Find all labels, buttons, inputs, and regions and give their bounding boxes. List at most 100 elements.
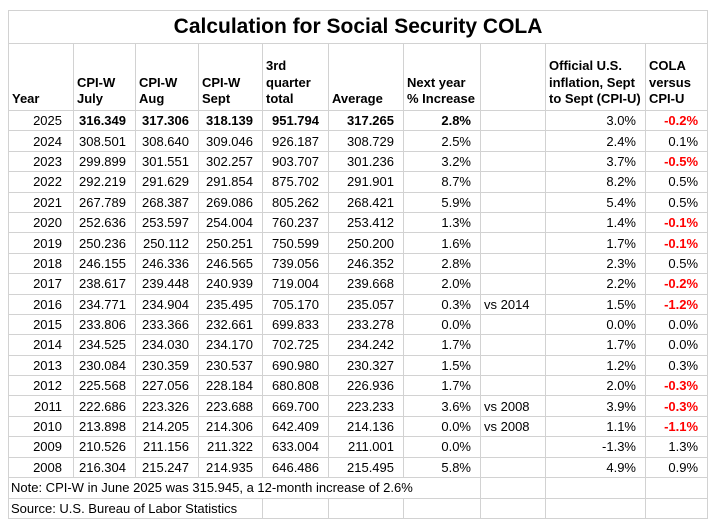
cell-cpiw-aug[interactable]: 253.597 xyxy=(135,211,199,234)
cell-average[interactable]: 214.136 xyxy=(328,415,404,438)
empty-cell[interactable] xyxy=(545,497,646,520)
cell-average[interactable]: 246.352 xyxy=(328,252,404,275)
cell-next-year-increase[interactable]: 1.7% xyxy=(403,334,481,356)
cell-year[interactable]: 2011 xyxy=(8,395,74,417)
col-header-q3-total[interactable]: 3rd quarter total xyxy=(262,43,329,111)
cell-cpiu-inflation[interactable]: 5.4% xyxy=(545,191,646,213)
cell-q3-total[interactable]: 750.599 xyxy=(262,232,329,254)
col-header-cola-vs-cpiu[interactable]: COLA versus CPI-U xyxy=(644,43,709,111)
cell-cpiw-july[interactable]: 252.636 xyxy=(73,211,136,234)
cell-vs-note[interactable] xyxy=(480,191,546,213)
cell-vs-note[interactable] xyxy=(480,109,546,132)
cell-q3-total[interactable]: 642.409 xyxy=(262,415,329,438)
cell-q3-total[interactable]: 680.808 xyxy=(262,375,329,397)
cell-year[interactable]: 2017 xyxy=(8,273,74,295)
cell-average[interactable]: 235.057 xyxy=(328,293,404,315)
cell-year[interactable]: 2009 xyxy=(8,436,74,458)
cell-cola-vs-cpiu[interactable]: -1.2% xyxy=(644,293,709,315)
empty-cell[interactable] xyxy=(644,477,709,499)
cell-vs-note[interactable] xyxy=(480,313,546,336)
cell-q3-total[interactable]: 633.004 xyxy=(262,436,329,458)
cell-q3-total[interactable]: 690.980 xyxy=(262,354,329,377)
empty-cell[interactable] xyxy=(480,497,546,520)
cell-vs-note[interactable] xyxy=(480,375,546,397)
empty-cell[interactable] xyxy=(403,497,481,520)
cell-cpiw-aug[interactable]: 227.056 xyxy=(135,375,199,397)
cell-cpiw-july[interactable]: 230.084 xyxy=(73,354,136,377)
cell-q3-total[interactable]: 805.262 xyxy=(262,191,329,213)
cell-cpiw-sept[interactable]: 228.184 xyxy=(198,375,263,397)
cell-q3-total[interactable]: 875.702 xyxy=(262,171,329,193)
cell-vs-note[interactable] xyxy=(480,334,546,356)
cell-cola-vs-cpiu[interactable]: 0.1% xyxy=(644,130,709,152)
cell-next-year-increase[interactable]: 2.8% xyxy=(403,109,481,132)
cell-q3-total[interactable]: 739.056 xyxy=(262,252,329,275)
cell-vs-note[interactable]: vs 2008 xyxy=(480,395,546,417)
cell-q3-total[interactable]: 903.707 xyxy=(262,150,329,173)
page-title[interactable]: Calculation for Social Security COLA xyxy=(7,10,709,44)
cell-year[interactable]: 2010 xyxy=(8,415,74,438)
cell-cola-vs-cpiu[interactable]: -0.1% xyxy=(644,232,709,254)
empty-cell[interactable] xyxy=(262,497,329,520)
cell-year[interactable]: 2016 xyxy=(8,293,74,315)
col-header-cpiw-aug[interactable]: CPI-W Aug xyxy=(135,43,199,111)
cell-cola-vs-cpiu[interactable]: 1.3% xyxy=(644,436,709,458)
cell-year[interactable]: 2014 xyxy=(8,334,74,356)
cell-next-year-increase[interactable]: 3.6% xyxy=(403,395,481,417)
cell-year[interactable]: 2008 xyxy=(8,456,74,479)
col-header-cpiw-sept[interactable]: CPI-W Sept xyxy=(198,43,263,111)
cell-cpiw-aug[interactable]: 268.387 xyxy=(135,191,199,213)
cell-average[interactable]: 268.421 xyxy=(328,191,404,213)
cell-next-year-increase[interactable]: 0.3% xyxy=(403,293,481,315)
cell-cpiw-july[interactable]: 216.304 xyxy=(73,456,136,479)
cell-year[interactable]: 2015 xyxy=(8,313,74,336)
cell-cpiw-sept[interactable]: 302.257 xyxy=(198,150,263,173)
col-header-vs-note[interactable] xyxy=(480,43,546,111)
cell-cpiw-aug[interactable]: 317.306 xyxy=(135,109,199,132)
cell-cola-vs-cpiu[interactable]: 0.5% xyxy=(644,252,709,275)
cell-q3-total[interactable]: 951.794 xyxy=(262,109,329,132)
cell-cpiw-aug[interactable]: 308.640 xyxy=(135,130,199,152)
cell-vs-note[interactable]: vs 2014 xyxy=(480,293,546,315)
cell-cpiw-july[interactable]: 308.501 xyxy=(73,130,136,152)
cell-average[interactable]: 253.412 xyxy=(328,211,404,234)
cell-cpiw-july[interactable]: 246.155 xyxy=(73,252,136,275)
cell-average[interactable]: 239.668 xyxy=(328,273,404,295)
cell-cpiw-sept[interactable]: 291.854 xyxy=(198,171,263,193)
cell-year[interactable]: 2024 xyxy=(8,130,74,152)
cell-cpiw-sept[interactable]: 240.939 xyxy=(198,273,263,295)
empty-cell[interactable] xyxy=(328,497,404,520)
cell-cpiu-inflation[interactable]: 2.0% xyxy=(545,375,646,397)
cell-cpiw-sept[interactable]: 250.251 xyxy=(198,232,263,254)
cell-cola-vs-cpiu[interactable]: 0.5% xyxy=(644,171,709,193)
cell-cpiw-aug[interactable]: 234.904 xyxy=(135,293,199,315)
col-header-cpiu-inflation[interactable]: Official U.S. inflation, Sept to Sept (C… xyxy=(545,43,646,111)
cell-year[interactable]: 2019 xyxy=(8,232,74,254)
cell-cpiw-sept[interactable]: 214.935 xyxy=(198,456,263,479)
cell-vs-note[interactable] xyxy=(480,211,546,234)
cell-cpiu-inflation[interactable]: 1.4% xyxy=(545,211,646,234)
cell-q3-total[interactable]: 669.700 xyxy=(262,395,329,417)
cell-cola-vs-cpiu[interactable]: -1.1% xyxy=(644,415,709,438)
col-header-cpiw-july[interactable]: CPI-W July xyxy=(73,43,136,111)
cell-cpiw-aug[interactable]: 234.030 xyxy=(135,334,199,356)
cell-vs-note[interactable] xyxy=(480,273,546,295)
cell-next-year-increase[interactable]: 0.0% xyxy=(403,313,481,336)
cell-cpiw-sept[interactable]: 318.139 xyxy=(198,109,263,132)
cell-q3-total[interactable]: 719.004 xyxy=(262,273,329,295)
cell-average[interactable]: 233.278 xyxy=(328,313,404,336)
cell-cpiw-sept[interactable]: 234.170 xyxy=(198,334,263,356)
cell-vs-note[interactable] xyxy=(480,252,546,275)
cell-cpiw-sept[interactable]: 246.565 xyxy=(198,252,263,275)
cell-cola-vs-cpiu[interactable]: 0.0% xyxy=(644,313,709,336)
cell-next-year-increase[interactable]: 0.0% xyxy=(403,415,481,438)
cell-vs-note[interactable] xyxy=(480,354,546,377)
cell-next-year-increase[interactable]: 8.7% xyxy=(403,171,481,193)
cell-cpiw-aug[interactable]: 215.247 xyxy=(135,456,199,479)
cell-cpiw-july[interactable]: 210.526 xyxy=(73,436,136,458)
source-text[interactable]: Source: U.S. Bureau of Labor Statistics xyxy=(8,497,263,520)
cell-vs-note[interactable] xyxy=(480,150,546,173)
cell-cpiw-july[interactable]: 267.789 xyxy=(73,191,136,213)
cell-next-year-increase[interactable]: 3.2% xyxy=(403,150,481,173)
cell-cpiu-inflation[interactable]: 3.7% xyxy=(545,150,646,173)
